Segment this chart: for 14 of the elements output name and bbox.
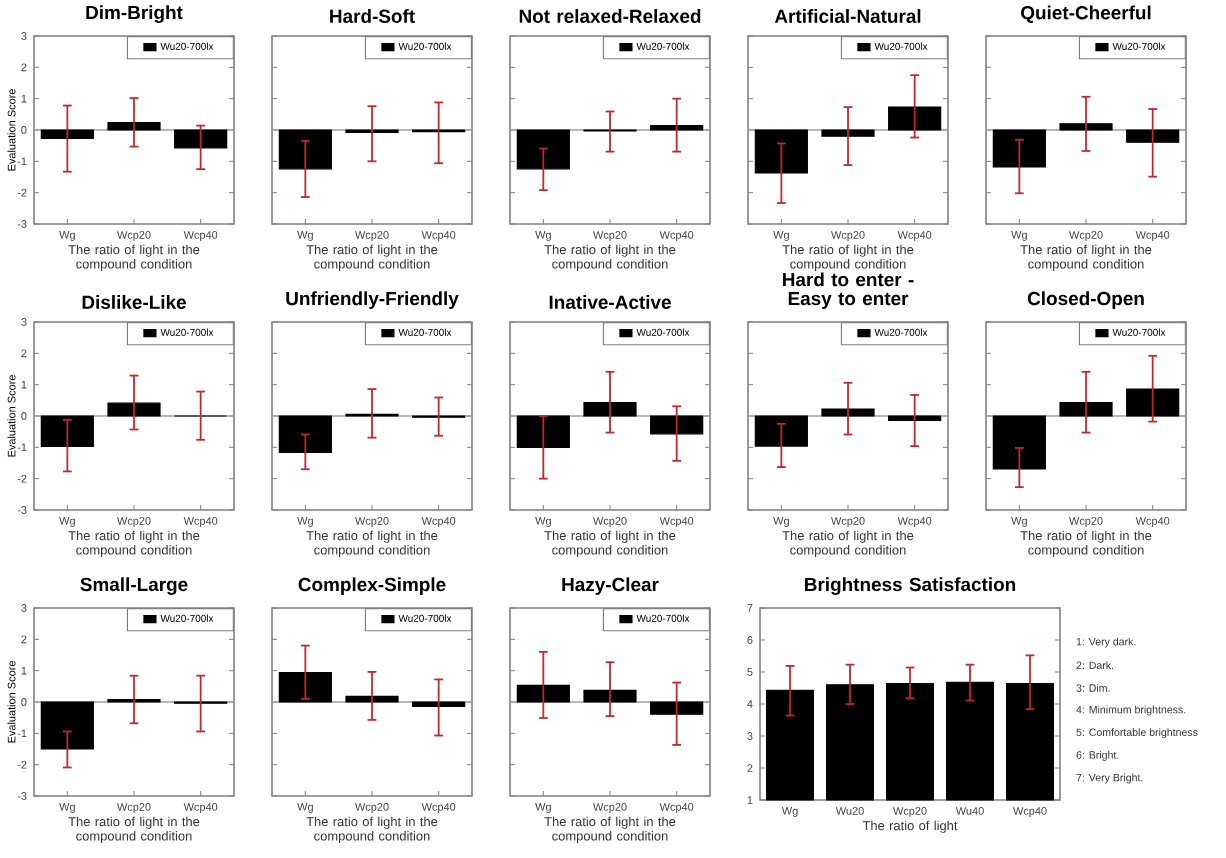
chart-title: Dim-Bright <box>86 5 183 23</box>
chart-title: Closed-Open <box>1027 291 1144 309</box>
chart-title: Not relaxed-Relaxed <box>519 9 701 23</box>
chart-title: Complex-Simple <box>298 577 446 595</box>
chart-title: Hazy-Clear <box>562 577 659 595</box>
chart-title: Small-Large <box>80 577 188 595</box>
chart-title: Artificial-Natural <box>774 9 921 23</box>
chart-title: Unfriendly-Friendly <box>286 291 459 309</box>
chart-title: Brightness Satisfaction <box>805 577 1016 595</box>
chart-title: Dislike-Like <box>82 295 186 309</box>
chart-title: Hard to enter -Easy to enter <box>783 272 914 309</box>
chart-title: Hard-Soft <box>330 9 415 23</box>
chart-title: Quiet-Cheerful <box>1021 5 1151 23</box>
chart-title: Inative-Active <box>549 295 671 309</box>
